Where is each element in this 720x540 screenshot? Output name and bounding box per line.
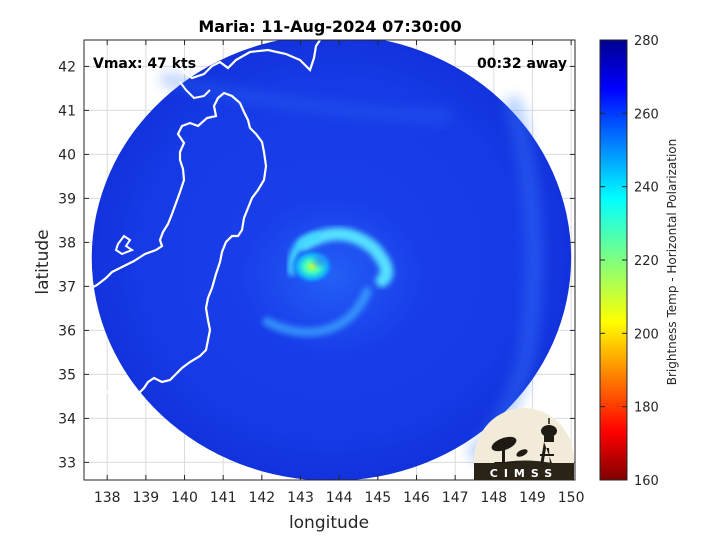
y-tick-label: 39 bbox=[58, 191, 76, 207]
colorbar-ticks: 160 180 200 220 240 260 280 bbox=[600, 34, 659, 489]
x-tick-label: 143 bbox=[287, 490, 314, 506]
x-tick-label: 140 bbox=[171, 490, 198, 506]
storm-eye bbox=[313, 254, 328, 267]
coastline-hokkaido bbox=[149, 40, 321, 80]
storm-envelope bbox=[237, 196, 428, 357]
y-tick-label: 37 bbox=[58, 279, 76, 295]
y-tick-label: 35 bbox=[58, 367, 76, 383]
colorbar-tick-label: 240 bbox=[634, 181, 659, 196]
colorbar-label: Brightness Temp - Horizontal Polarizatio… bbox=[665, 139, 679, 386]
colorbar-tick-label: 200 bbox=[634, 327, 659, 342]
storm-features bbox=[159, 71, 543, 465]
x-tick-label: 150 bbox=[558, 490, 585, 506]
y-tick-label: 33 bbox=[58, 455, 76, 471]
logo-dish-icon bbox=[491, 436, 528, 468]
storm-core bbox=[290, 248, 335, 285]
coastline-honshu bbox=[84, 91, 268, 396]
y-tick-label: 40 bbox=[58, 147, 76, 163]
x-ticks: 138 139 140 141 142 143 144 145 146 147 148 149 150 bbox=[94, 40, 585, 506]
x-tick-label: 139 bbox=[132, 490, 159, 506]
chart-title: Maria: 11-Aug-2024 07:30:00 bbox=[198, 17, 461, 36]
y-tick-label: 41 bbox=[58, 103, 76, 119]
x-tick-label: 147 bbox=[442, 490, 469, 506]
time-away-label: 00:32 away bbox=[477, 56, 567, 72]
x-axis-label: longitude bbox=[289, 513, 369, 533]
vmax-label: Vmax: 47 kts bbox=[93, 56, 196, 72]
x-tick-label: 149 bbox=[519, 490, 546, 506]
x-tick-label: 148 bbox=[480, 490, 507, 506]
axes-box bbox=[83, 39, 576, 481]
y-tick-label: 38 bbox=[58, 235, 76, 251]
northern-band bbox=[159, 71, 452, 125]
x-tick-label: 142 bbox=[248, 490, 275, 506]
logo-text: CIMSS bbox=[490, 467, 558, 480]
colorbar-tick-label: 180 bbox=[634, 401, 659, 416]
colorbar-tick-label: 160 bbox=[634, 474, 659, 489]
coastline-bay bbox=[114, 234, 135, 256]
colorbar-tick-label: 260 bbox=[634, 107, 659, 122]
cimss-logo: CIMSS bbox=[474, 408, 574, 480]
spiral-band-north bbox=[297, 227, 394, 288]
y-ticks: 33 34 35 36 37 38 39 40 41 42 bbox=[58, 59, 575, 471]
y-tick-label: 34 bbox=[58, 411, 76, 427]
plot-area bbox=[84, 40, 572, 480]
x-tick-label: 146 bbox=[403, 490, 430, 506]
x-tick-label: 144 bbox=[326, 490, 353, 506]
coastline-peninsula bbox=[179, 81, 211, 100]
x-tick-label: 145 bbox=[364, 490, 391, 506]
logo-tower-icon bbox=[540, 418, 557, 466]
colorbar-tick-label: 220 bbox=[634, 254, 659, 269]
spiral-band-south bbox=[262, 287, 372, 337]
x-tick-label: 138 bbox=[94, 490, 121, 506]
y-tick-label: 36 bbox=[58, 323, 76, 339]
y-tick-label: 42 bbox=[58, 59, 76, 75]
y-axis-label: latitude bbox=[33, 229, 53, 294]
x-tick-label: 141 bbox=[210, 490, 237, 506]
colorbar-tick-label: 280 bbox=[634, 34, 659, 49]
